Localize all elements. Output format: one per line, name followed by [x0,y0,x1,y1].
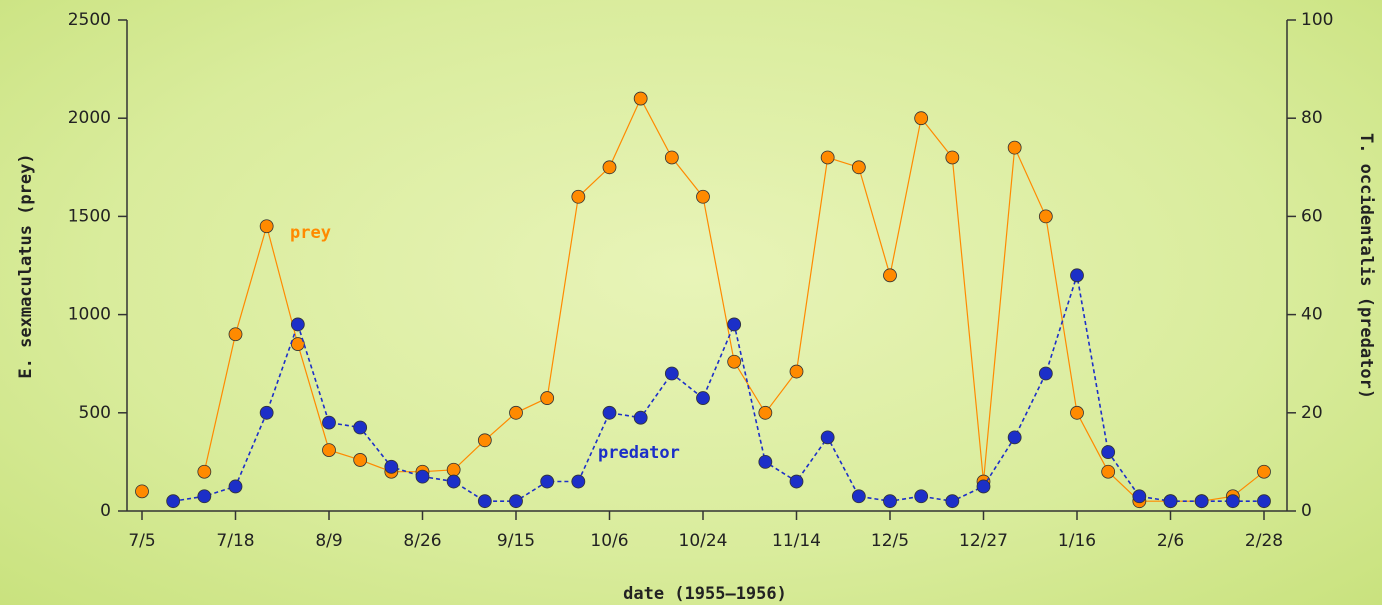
data-point [541,475,554,488]
data-point [821,151,834,164]
data-point [478,495,491,508]
data-point [1164,495,1177,508]
data-point [323,416,336,429]
data-point [572,475,585,488]
x-tick-label: 10/6 [590,531,628,551]
data-point [634,411,647,424]
data-point [1102,465,1115,478]
data-point [198,465,211,478]
data-point [260,220,273,233]
y-tick-label: 1500 [68,206,111,226]
data-point [977,480,990,493]
data-point [697,190,710,203]
data-point [510,406,523,419]
data-point [354,421,367,434]
data-point [665,151,678,164]
x-tick-label: 1/16 [1058,531,1096,551]
data-point [291,318,304,331]
data-point [1102,446,1115,459]
data-point [884,269,897,282]
data-point [167,495,180,508]
y2-axis-label: T. occidentalis (predator) [1356,133,1376,399]
x-tick-label: 8/26 [403,531,441,551]
y2-tick-label: 100 [1301,10,1333,30]
data-point [572,190,585,203]
series-line [173,275,1264,501]
data-point [1039,367,1052,380]
data-point [229,328,242,341]
data-point [541,392,554,405]
data-point [198,490,211,503]
data-point [1039,210,1052,223]
y2-tick-label: 40 [1301,305,1323,325]
data-point [229,480,242,493]
series-label: prey [290,223,331,243]
data-point [790,475,803,488]
series-label: predator [598,443,680,463]
data-point [1226,495,1239,508]
data-point [1071,269,1084,282]
y2-tick-label: 20 [1301,403,1323,423]
y2-tick-label: 80 [1301,108,1323,128]
y2-tick-label: 60 [1301,206,1323,226]
data-point [510,495,523,508]
x-axis-label: date (1955–1956) [623,584,787,604]
data-point [915,112,928,125]
x-tick-label: 12/27 [959,531,1008,551]
data-point [354,453,367,466]
y-tick-label: 2500 [68,10,111,30]
data-point [385,460,398,473]
data-point [665,367,678,380]
data-point [260,406,273,419]
data-point [447,463,460,476]
data-point [1008,141,1021,154]
data-point [1258,495,1271,508]
data-point [1133,490,1146,503]
y-tick-label: 0 [100,501,111,521]
data-point [416,470,429,483]
data-point [728,318,741,331]
x-tick-label: 12/5 [871,531,909,551]
data-point [759,455,772,468]
y-tick-label: 500 [79,403,111,423]
x-tick-label: 10/24 [679,531,728,551]
data-point [790,365,803,378]
x-tick-label: 2/28 [1245,531,1283,551]
data-point [136,485,149,498]
x-tick-label: 7/5 [128,531,155,551]
data-point [884,495,897,508]
series-line [204,99,1264,502]
data-point [478,434,491,447]
data-point [759,406,772,419]
data-point [447,475,460,488]
data-point [697,392,710,405]
y2-tick-label: 0 [1301,501,1312,521]
data-point [946,151,959,164]
data-point [603,406,616,419]
data-point [323,444,336,457]
data-point [634,92,647,105]
data-point [915,490,928,503]
data-point [1195,495,1208,508]
data-point [852,490,865,503]
data-point [1258,465,1271,478]
data-point [821,431,834,444]
data-point [728,355,741,368]
x-tick-label: 11/14 [772,531,821,551]
y-tick-label: 2000 [68,108,111,128]
x-tick-label: 9/15 [497,531,535,551]
y-tick-label: 1000 [68,305,111,325]
data-point [1071,406,1084,419]
data-point [852,161,865,174]
y-axis-label: E. sexmaculatus (prey) [16,153,36,378]
x-tick-label: 8/9 [315,531,342,551]
data-point [1008,431,1021,444]
data-point [946,495,959,508]
chart: date (1955–1956) E. sexmaculatus (prey) … [0,0,1382,605]
data-point [603,161,616,174]
x-tick-label: 2/6 [1157,531,1184,551]
x-tick-label: 7/18 [216,531,254,551]
